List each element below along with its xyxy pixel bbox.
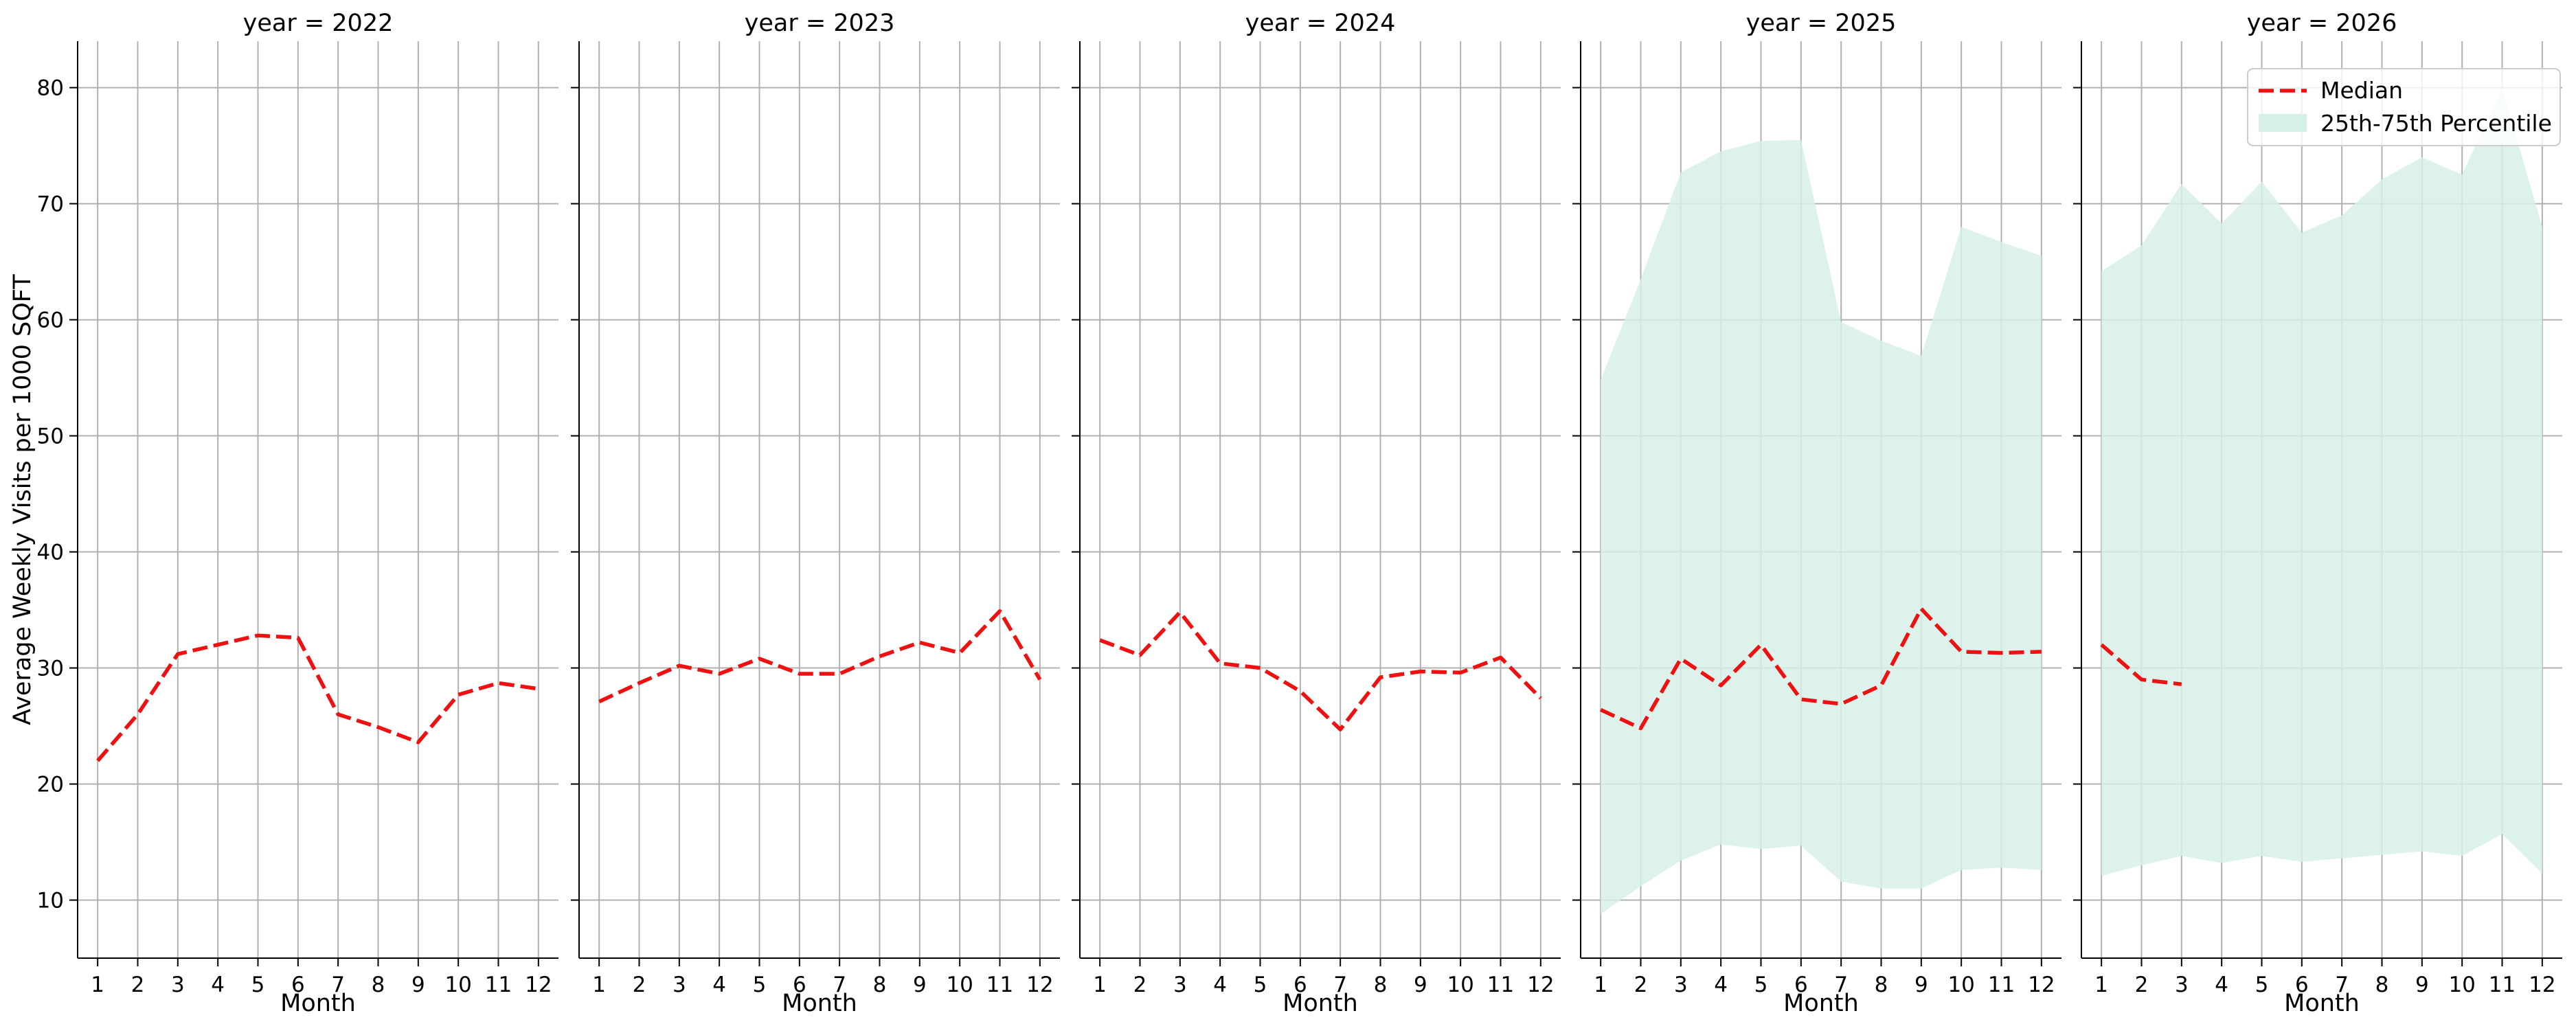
x-axis-label: Month xyxy=(1783,990,1859,1017)
median-line xyxy=(1099,610,1542,731)
x-tick-label: 1 xyxy=(592,973,606,997)
x-tick-label: 12 xyxy=(2529,973,2555,997)
x-tick-label: 1 xyxy=(1093,973,1107,997)
panel-title: year = 2024 xyxy=(1245,10,1396,37)
x-tick-label: 10 xyxy=(444,973,471,997)
x-tick-label: 6 xyxy=(793,973,806,997)
legend-median-label: Median xyxy=(2320,77,2403,104)
x-tick-label: 3 xyxy=(2175,973,2189,997)
x-tick-label: 1 xyxy=(2094,973,2108,997)
x-tick-label: 12 xyxy=(525,973,552,997)
x-tick-label: 10 xyxy=(946,973,973,997)
y-tick-label: 70 xyxy=(37,192,64,217)
legend-band-swatch xyxy=(2259,114,2307,132)
x-tick-label: 7 xyxy=(1333,973,1347,997)
x-tick-label: 5 xyxy=(1754,973,1768,997)
x-tick-label: 6 xyxy=(1293,973,1307,997)
median-line xyxy=(2100,643,2182,686)
x-tick-label: 11 xyxy=(485,973,512,997)
x-tick-label: 7 xyxy=(1834,973,1848,997)
legend-band-label: 25th-75th Percentile xyxy=(2320,110,2552,137)
x-tick-label: 11 xyxy=(2489,973,2516,997)
median-line xyxy=(96,633,539,762)
x-tick-label: 3 xyxy=(1173,973,1187,997)
x-tick-label: 11 xyxy=(1988,973,2015,997)
percentile-band xyxy=(2101,87,2542,876)
x-tick-label: 11 xyxy=(1487,973,1514,997)
x-tick-label: 1 xyxy=(1594,973,1607,997)
x-tick-label: 7 xyxy=(833,973,846,997)
x-tick-label: 4 xyxy=(1213,973,1227,997)
x-tick-label: 5 xyxy=(251,973,265,997)
x-tick-label: 10 xyxy=(1947,973,1974,997)
median-line xyxy=(598,609,1042,703)
x-tick-label: 5 xyxy=(753,973,767,997)
x-tick-label: 10 xyxy=(2448,973,2475,997)
x-tick-label: 4 xyxy=(712,973,726,997)
x-tick-label: 9 xyxy=(1414,973,1427,997)
x-tick-label: 4 xyxy=(1714,973,1728,997)
x-tick-label: 4 xyxy=(2215,973,2228,997)
panel-title: year = 2023 xyxy=(745,10,895,37)
x-axis-label: Month xyxy=(280,990,356,1017)
x-tick-label: 7 xyxy=(2335,973,2349,997)
y-tick-label: 50 xyxy=(37,424,64,449)
x-tick-label: 12 xyxy=(1026,973,1053,997)
x-tick-label: 9 xyxy=(411,973,425,997)
x-tick-label: 3 xyxy=(673,973,686,997)
x-tick-label: 5 xyxy=(1254,973,1267,997)
percentile-band xyxy=(1601,139,2042,914)
median-line xyxy=(1600,606,2042,731)
x-tick-label: 7 xyxy=(331,973,345,997)
x-axis-label: Month xyxy=(2284,990,2360,1017)
x-tick-label: 8 xyxy=(372,973,385,997)
x-tick-label: 3 xyxy=(1674,973,1688,997)
x-tick-label: 8 xyxy=(1875,973,1888,997)
x-tick-label: 8 xyxy=(1374,973,1388,997)
x-tick-label: 2 xyxy=(2135,973,2149,997)
x-tick-label: 11 xyxy=(986,973,1013,997)
x-axis-label: Month xyxy=(782,990,857,1017)
y-tick-label: 40 xyxy=(37,541,64,565)
x-tick-label: 12 xyxy=(2028,973,2055,997)
x-tick-label: 9 xyxy=(2415,973,2429,997)
x-tick-label: 10 xyxy=(1447,973,1473,997)
y-axis-label: Average Weekly Visits per 1000 SQFT xyxy=(9,274,36,725)
x-tick-label: 1 xyxy=(91,973,104,997)
y-tick-label: 20 xyxy=(37,773,64,797)
legend-box xyxy=(2247,68,2561,146)
x-tick-label: 9 xyxy=(1914,973,1928,997)
x-tick-label: 2 xyxy=(131,973,145,997)
x-tick-label: 4 xyxy=(211,973,225,997)
x-tick-label: 3 xyxy=(171,973,185,997)
x-tick-label: 2 xyxy=(1634,973,1648,997)
y-tick-label: 30 xyxy=(37,657,64,681)
x-tick-label: 2 xyxy=(633,973,646,997)
x-tick-label: 8 xyxy=(2375,973,2389,997)
x-tick-label: 6 xyxy=(2295,973,2309,997)
x-tick-label: 6 xyxy=(1794,973,1808,997)
x-tick-label: 8 xyxy=(873,973,887,997)
legend: Median 25th-75th Percentile xyxy=(2247,68,2561,146)
y-tick-label: 80 xyxy=(37,76,64,101)
x-tick-label: 12 xyxy=(1527,973,1554,997)
panel-title: year = 2022 xyxy=(243,10,394,37)
y-tick-label: 10 xyxy=(37,889,64,913)
x-tick-label: 5 xyxy=(2255,973,2269,997)
panel-title: year = 2025 xyxy=(1746,10,1897,37)
panel-title: year = 2026 xyxy=(2247,10,2397,37)
x-tick-label: 6 xyxy=(291,973,305,997)
y-tick-label: 60 xyxy=(37,308,64,333)
x-axis-label: Month xyxy=(1283,990,1358,1017)
x-tick-label: 9 xyxy=(913,973,927,997)
x-tick-label: 2 xyxy=(1133,973,1147,997)
